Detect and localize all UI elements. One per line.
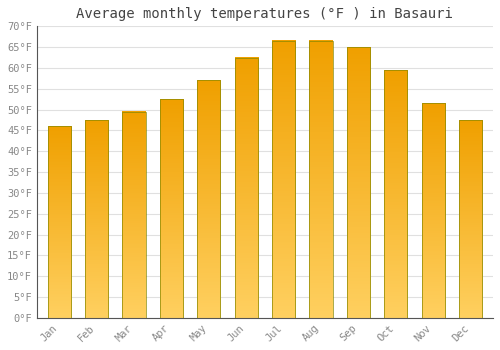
Bar — [160, 99, 183, 318]
Title: Average monthly temperatures (°F ) in Basauri: Average monthly temperatures (°F ) in Ba… — [76, 7, 454, 21]
Bar — [272, 41, 295, 318]
Bar — [347, 47, 370, 318]
Bar — [234, 57, 258, 318]
Bar — [122, 112, 146, 318]
Bar — [422, 103, 445, 318]
Bar — [197, 80, 220, 318]
Bar — [48, 126, 71, 318]
Bar — [85, 120, 108, 318]
Bar — [459, 120, 482, 318]
Bar — [310, 41, 332, 318]
Bar — [384, 70, 407, 318]
